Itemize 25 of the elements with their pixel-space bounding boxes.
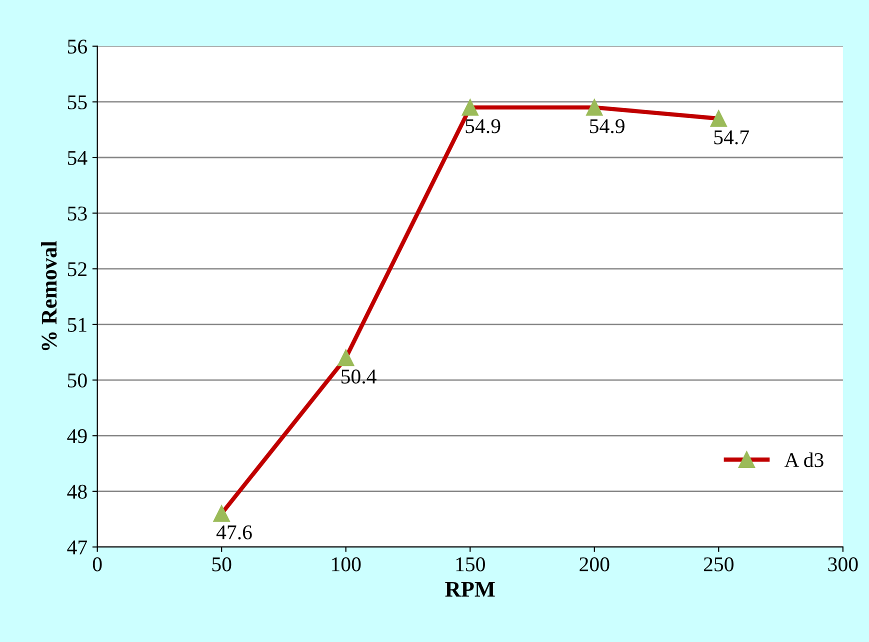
- y-axis-title: % Removal: [41, 241, 57, 350]
- data-label: 54.9: [466, 119, 500, 134]
- data-label: 54.7: [714, 130, 749, 144]
- data-label: 54.9: [590, 119, 624, 134]
- y-tick-label: 48: [67, 484, 87, 499]
- x-tick-label: 300: [828, 557, 858, 572]
- y-tick-label: 54: [68, 151, 88, 165]
- x-tick-label: 0: [92, 557, 102, 572]
- y-tick-label: 50: [68, 373, 87, 388]
- y-tick-label: 52: [68, 262, 86, 276]
- x-tick-label: 250: [704, 557, 734, 572]
- y-tick-label: 47: [67, 540, 88, 554]
- x-axis-title: RPM: [445, 582, 495, 597]
- data-label: 50.4: [342, 370, 376, 384]
- x-tick-label: 150: [456, 557, 485, 572]
- x-tick-label: 100: [332, 557, 361, 572]
- y-tick-label: 55: [68, 95, 87, 110]
- x-tick-label: 50: [212, 557, 232, 572]
- y-tick-label: 53: [68, 206, 87, 221]
- y-tick-label: 51: [68, 318, 86, 332]
- y-tick-label: 49: [67, 429, 87, 444]
- x-tick-label: 200: [580, 557, 610, 572]
- legend-label: A d3: [784, 452, 824, 468]
- y-tick-label: 56: [68, 40, 87, 54]
- data-label: 47.6: [216, 525, 252, 540]
